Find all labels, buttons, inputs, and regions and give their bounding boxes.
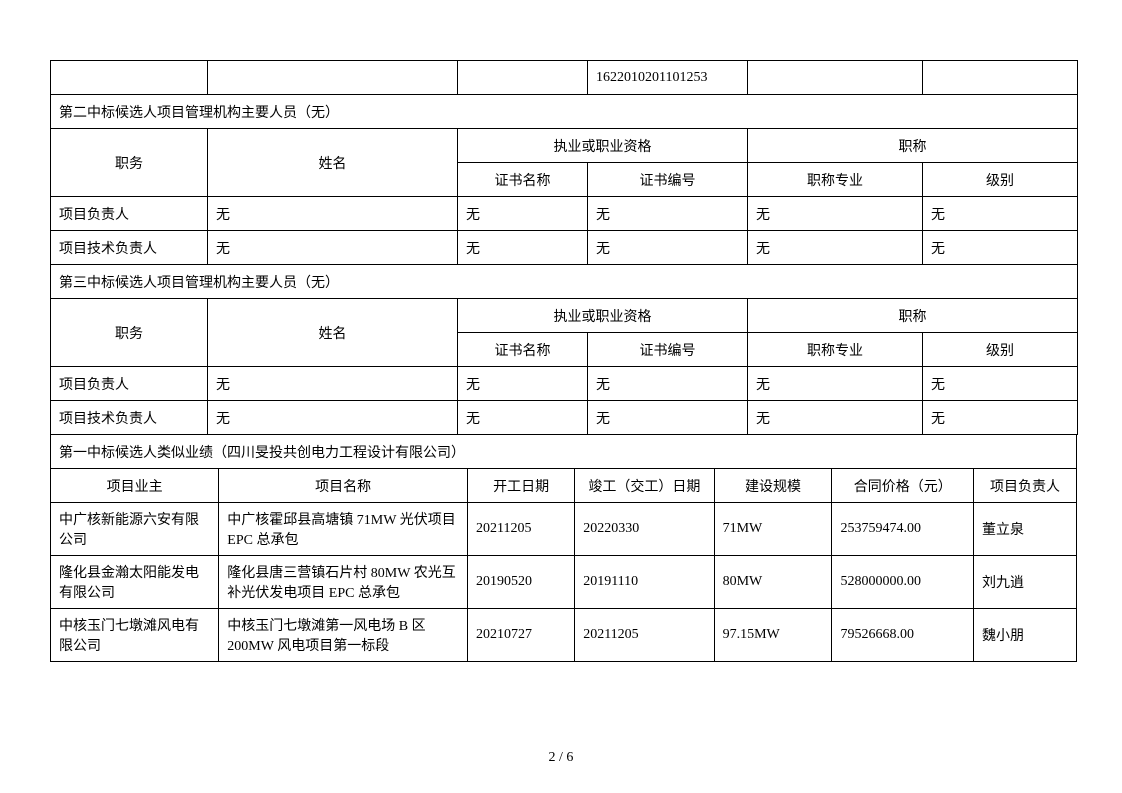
cell: 中广核霍邱县高塘镇 71MW 光伏项目 EPC 总承包 bbox=[219, 503, 468, 556]
cert-number-cell: 1622010201101253 bbox=[588, 61, 748, 95]
cell: 项目技术负责人 bbox=[51, 231, 208, 265]
hdr-projname: 项目名称 bbox=[219, 469, 468, 503]
cell: 80MW bbox=[714, 556, 832, 609]
cell: 79526668.00 bbox=[832, 609, 974, 662]
cell: 无 bbox=[588, 197, 748, 231]
section3-title: 第三中标候选人项目管理机构主要人员（无） bbox=[51, 265, 1078, 299]
perf-row: 隆化县金瀚太阳能发电有限公司 隆化县唐三营镇石片村 80MW 农光互补光伏发电项… bbox=[51, 556, 1077, 609]
section3-row2: 项目技术负责人 无 无 无 无 无 bbox=[51, 401, 1078, 435]
section2-table: 第二中标候选人项目管理机构主要人员（无） 职务 姓名 执业或职业资格 职称 证书… bbox=[50, 94, 1078, 265]
section2-title: 第二中标候选人项目管理机构主要人员（无） bbox=[51, 95, 1078, 129]
cell: 董立泉 bbox=[973, 503, 1076, 556]
cell: 无 bbox=[208, 367, 458, 401]
hdr-certname: 证书名称 bbox=[458, 333, 588, 367]
cell: 20211205 bbox=[468, 503, 575, 556]
cell: 无 bbox=[208, 197, 458, 231]
cell: 项目负责人 bbox=[51, 197, 208, 231]
section2-row2: 项目技术负责人 无 无 无 无 无 bbox=[51, 231, 1078, 265]
cell: 无 bbox=[748, 401, 923, 435]
cell: 无 bbox=[923, 401, 1078, 435]
hdr-duty: 职务 bbox=[51, 129, 208, 197]
hdr-qual: 执业或职业资格 bbox=[458, 299, 748, 333]
hdr-end: 竣工（交工）日期 bbox=[575, 469, 714, 503]
hdr-duty: 职务 bbox=[51, 299, 208, 367]
hdr-leader: 项目负责人 bbox=[973, 469, 1076, 503]
hdr-qual: 执业或职业资格 bbox=[458, 129, 748, 163]
cell: 无 bbox=[458, 197, 588, 231]
cell: 20191110 bbox=[575, 556, 714, 609]
cell: 97.15MW bbox=[714, 609, 832, 662]
section2-row1: 项目负责人 无 无 无 无 无 bbox=[51, 197, 1078, 231]
hdr-major: 职称专业 bbox=[748, 333, 923, 367]
hdr-start: 开工日期 bbox=[468, 469, 575, 503]
perf-row: 中广核新能源六安有限公司 中广核霍邱县高塘镇 71MW 光伏项目 EPC 总承包… bbox=[51, 503, 1077, 556]
hdr-certno: 证书编号 bbox=[588, 333, 748, 367]
hdr-certno: 证书编号 bbox=[588, 163, 748, 197]
cell: 20190520 bbox=[468, 556, 575, 609]
cell: 无 bbox=[588, 401, 748, 435]
cell: 隆化县金瀚太阳能发电有限公司 bbox=[51, 556, 219, 609]
section3-row1: 项目负责人 无 无 无 无 无 bbox=[51, 367, 1078, 401]
row-cert-number: 1622010201101253 bbox=[51, 61, 1078, 95]
perf-row: 中核玉门七墩滩风电有限公司 中核玉门七墩滩第一风电场 B 区 200MW 风电项… bbox=[51, 609, 1077, 662]
cell: 项目负责人 bbox=[51, 367, 208, 401]
cell: 无 bbox=[748, 231, 923, 265]
hdr-title: 职称 bbox=[748, 129, 1078, 163]
cell: 528000000.00 bbox=[832, 556, 974, 609]
cell: 无 bbox=[458, 367, 588, 401]
cell: 无 bbox=[748, 367, 923, 401]
cell: 项目技术负责人 bbox=[51, 401, 208, 435]
cell: 无 bbox=[208, 401, 458, 435]
hdr-level: 级别 bbox=[923, 163, 1078, 197]
perf-table: 第一中标候选人类似业绩（四川旻投共创电力工程设计有限公司） 项目业主 项目名称 … bbox=[50, 434, 1077, 662]
hdr-owner: 项目业主 bbox=[51, 469, 219, 503]
cell: 无 bbox=[748, 197, 923, 231]
cell: 无 bbox=[588, 367, 748, 401]
perf-header: 项目业主 项目名称 开工日期 竣工（交工）日期 建设规模 合同价格（元） 项目负… bbox=[51, 469, 1077, 503]
hdr-price: 合同价格（元） bbox=[832, 469, 974, 503]
cell: 无 bbox=[923, 231, 1078, 265]
cell: 中核玉门七墩滩风电有限公司 bbox=[51, 609, 219, 662]
cell: 刘九逍 bbox=[973, 556, 1076, 609]
hdr-scale: 建设规模 bbox=[714, 469, 832, 503]
cell: 253759474.00 bbox=[832, 503, 974, 556]
cell: 无 bbox=[588, 231, 748, 265]
cell: 中广核新能源六安有限公司 bbox=[51, 503, 219, 556]
cell: 20220330 bbox=[575, 503, 714, 556]
header-row-table: 1622010201101253 bbox=[50, 60, 1078, 95]
page-number: 2 / 6 bbox=[0, 750, 1122, 766]
cell: 无 bbox=[923, 197, 1078, 231]
cell: 无 bbox=[208, 231, 458, 265]
hdr-name: 姓名 bbox=[208, 299, 458, 367]
hdr-major: 职称专业 bbox=[748, 163, 923, 197]
cell: 中核玉门七墩滩第一风电场 B 区 200MW 风电项目第一标段 bbox=[219, 609, 468, 662]
hdr-level: 级别 bbox=[923, 333, 1078, 367]
cell: 无 bbox=[458, 231, 588, 265]
hdr-name: 姓名 bbox=[208, 129, 458, 197]
cell: 魏小朋 bbox=[973, 609, 1076, 662]
cell: 无 bbox=[458, 401, 588, 435]
cell: 20211205 bbox=[575, 609, 714, 662]
cell: 隆化县唐三营镇石片村 80MW 农光互补光伏发电项目 EPC 总承包 bbox=[219, 556, 468, 609]
cell: 无 bbox=[923, 367, 1078, 401]
cell: 20210727 bbox=[468, 609, 575, 662]
section3-table: 第三中标候选人项目管理机构主要人员（无） 职务 姓名 执业或职业资格 职称 证书… bbox=[50, 264, 1078, 435]
hdr-title: 职称 bbox=[748, 299, 1078, 333]
perf-title: 第一中标候选人类似业绩（四川旻投共创电力工程设计有限公司） bbox=[51, 435, 1077, 469]
hdr-certname: 证书名称 bbox=[458, 163, 588, 197]
cell: 71MW bbox=[714, 503, 832, 556]
